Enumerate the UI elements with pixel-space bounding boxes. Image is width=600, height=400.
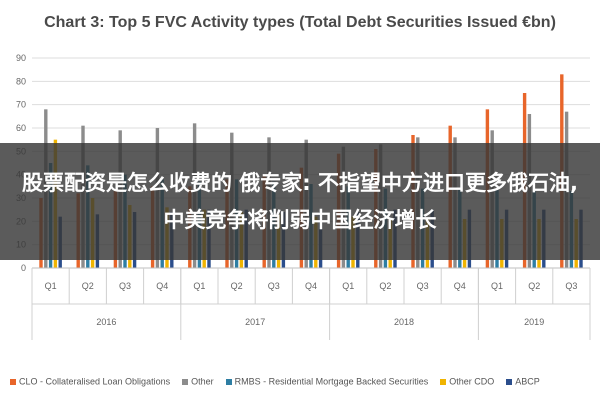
overlay-headline[interactable]: 股票配资是怎么收费的 俄专家: 不指望中方进口更多俄石油, 中美竞争将削弱中国经… — [22, 170, 578, 232]
legend-item: Other — [182, 376, 214, 387]
chart-title: Chart 3: Top 5 FVC Activity types (Total… — [44, 14, 556, 31]
chart-legend: CLO - Collateralised Loan Obligations Oth… — [10, 376, 600, 387]
x-tick-label: Q3 — [268, 281, 280, 291]
x-group-label: 2016 — [96, 317, 116, 327]
legend-swatch — [225, 378, 232, 385]
x-tick-label: Q2 — [82, 281, 94, 291]
x-tick-label: Q1 — [45, 281, 57, 291]
legend-item: ABCP — [506, 376, 540, 387]
x-group-label: 2018 — [394, 317, 414, 327]
x-group-label: 2019 — [524, 317, 544, 327]
legend-swatch — [10, 378, 16, 385]
x-tick-label: Q2 — [379, 281, 391, 291]
legend-swatch — [182, 378, 189, 385]
x-group-label: 2017 — [245, 317, 265, 327]
x-tick-label: Q1 — [193, 281, 205, 291]
y-tick-label: 0 — [21, 263, 26, 273]
x-tick-label: Q3 — [119, 281, 131, 291]
legend-swatch — [506, 378, 513, 385]
x-tick-label: Q2 — [231, 281, 243, 291]
legend-label: ABCP — [515, 376, 540, 387]
x-tick-label: Q1 — [491, 281, 503, 291]
legend-label: Other CDO — [449, 376, 495, 387]
y-tick-label: 80 — [16, 76, 26, 86]
y-tick-label: 90 — [16, 53, 26, 63]
legend-label: RMBS - Residential Mortgage Backed Secur… — [234, 376, 429, 387]
x-axis: Q1 Q2 Q3 Q4 Q1 Q2 Q3 Q4 Q1 Q2 Q3 Q4 Q1 Q2 Q3 2016 2017 20… — [31, 267, 591, 340]
y-tick-label: 70 — [16, 100, 26, 110]
x-tick-label: Q3 — [565, 281, 577, 291]
x-tick-label: Q1 — [342, 281, 354, 291]
y-tick-label: 60 — [16, 123, 26, 133]
legend-item: RMBS - Residential Mortgage Backed Secur… — [225, 376, 429, 387]
x-tick-label: Q2 — [528, 281, 540, 291]
legend-item: CLO - Collateralised Loan Obligations — [10, 376, 170, 387]
legend-label: Other — [191, 376, 214, 387]
x-tick-label: Q3 — [417, 281, 429, 291]
x-tick-label: Q4 — [305, 281, 317, 291]
news-overlay-banner[interactable]: 股票配资是怎么收费的 俄专家: 不指望中方进口更多俄石油, 中美竞争将削弱中国经… — [0, 143, 600, 260]
legend-item: Other CDO — [440, 376, 494, 387]
legend-swatch — [440, 378, 447, 385]
x-tick-label: Q4 — [454, 281, 466, 291]
legend-label: CLO - Collateralised Loan Obligations — [19, 376, 171, 387]
x-tick-label: Q4 — [156, 281, 168, 291]
